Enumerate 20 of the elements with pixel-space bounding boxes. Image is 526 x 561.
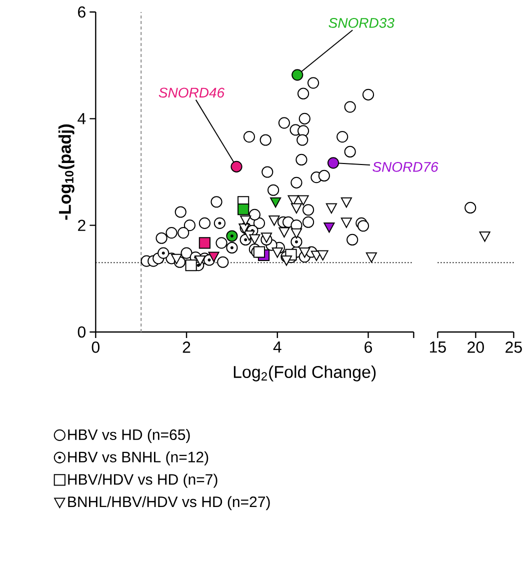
annotation: SNORD76: [372, 162, 438, 172]
x-tick-label: 6: [364, 342, 372, 353]
x-tick-label: 2: [183, 342, 190, 353]
annotation: SNORD33: [328, 18, 394, 28]
y-axis-title: -Log$_{10}$(padj): [58, 124, 75, 220]
x-tick-label: 4: [273, 342, 282, 353]
legend-label: HBV vs HD (n=65): [68, 428, 190, 443]
y-tick-label: 6: [78, 6, 86, 18]
y-tick-label: 4: [78, 113, 86, 124]
x-tick-label: 15: [430, 342, 446, 353]
y-tick-label: 0: [78, 326, 86, 338]
annotation: SNORD46: [158, 88, 225, 98]
x-tick-label: 0: [92, 342, 100, 353]
x-axis-title: Log$_{2}$(Fold Change): [234, 366, 376, 382]
legend-label: HBV vs BNHL (n=12): [68, 451, 208, 466]
legend-label: HBV/HDV vs HD (n=7): [68, 474, 218, 488]
x-tick-label: 20: [468, 342, 484, 353]
y-tick-label: 2: [78, 220, 86, 231]
legend-label: BNHL/HBV/HDV vs HD (n=27): [68, 496, 270, 510]
x-tick-label: 25: [506, 342, 522, 353]
